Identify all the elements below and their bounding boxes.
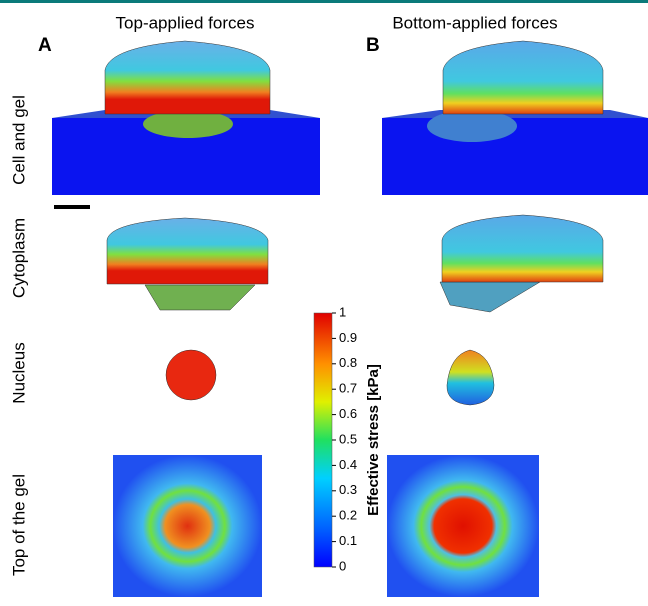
row-label: Top of the gel <box>9 474 28 576</box>
gel-top-a <box>113 455 262 597</box>
colorbar-tick-label: 0.7 <box>339 381 357 396</box>
figure: Top-applied forces Bottom-applied forces… <box>0 0 648 601</box>
column-title: Top-applied forces <box>116 13 255 32</box>
panel-label: B <box>366 35 380 56</box>
column-title: Bottom-applied forces <box>392 13 557 32</box>
colorbar-tick-label: 0.6 <box>339 406 357 421</box>
row-label: Nucleus <box>9 342 28 403</box>
colorbar-tick-label: 0.1 <box>339 533 357 548</box>
cell-gel-a <box>52 41 320 195</box>
panel-label: A <box>38 35 52 56</box>
colorbar-tick-label: 0 <box>339 558 346 573</box>
colorbar-tick-label: 1 <box>339 304 346 319</box>
cell-gel-b <box>382 41 648 195</box>
colorbar-tick-label: 0.3 <box>339 482 357 497</box>
colorbar-tick-label: 0.2 <box>339 508 357 523</box>
colorbar-tick-label: 0.8 <box>339 355 357 370</box>
colorbar <box>314 313 332 567</box>
colorbar-label: Effective stress [kPa] <box>365 364 382 516</box>
colorbar-tick-label: 0.5 <box>339 431 357 446</box>
colorbar-tick-label: 0.9 <box>339 330 357 345</box>
row-label: Cell and gel <box>9 95 28 185</box>
nucleus-a <box>166 350 216 400</box>
nucleus-b <box>447 350 494 405</box>
cytoplasm-a <box>107 218 268 310</box>
row-label: Cytoplasm <box>9 218 28 298</box>
gel-top-b <box>387 455 539 597</box>
cytoplasm-b <box>440 215 603 312</box>
colorbar-tick-label: 0.4 <box>339 457 357 472</box>
